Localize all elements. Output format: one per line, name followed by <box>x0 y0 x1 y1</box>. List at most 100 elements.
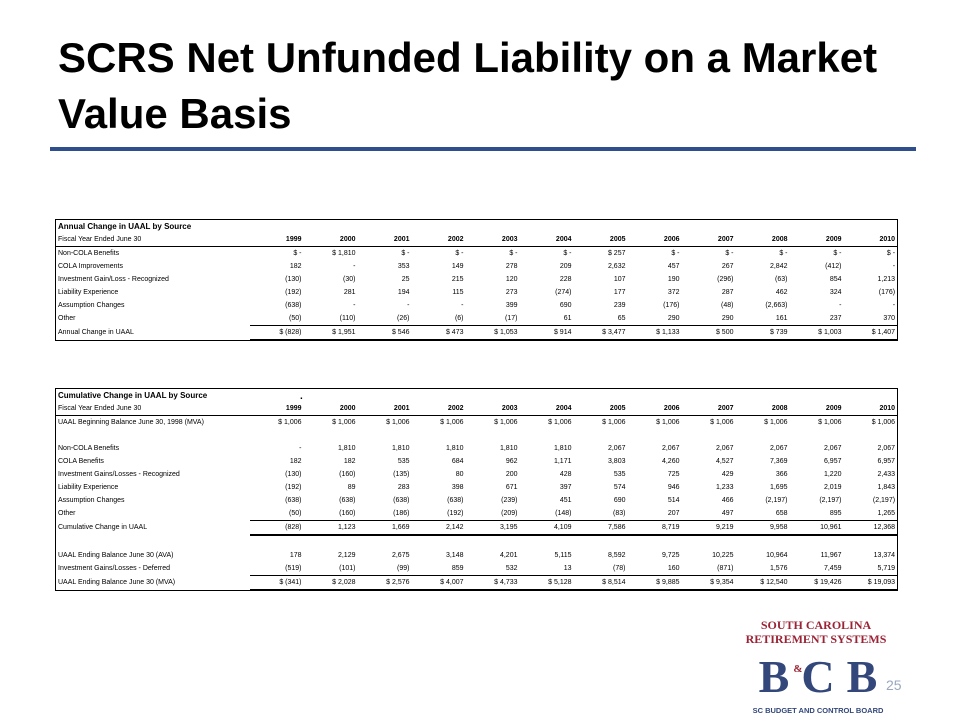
row-value: $ - <box>563 250 572 257</box>
row-value: 466 <box>721 497 734 504</box>
table-row: COLA Benefits 182 182 535 684 962 1,171 3,803 4,… <box>56 455 898 468</box>
page-number: 25 <box>886 677 902 693</box>
row-value: $ 8,514 <box>573 575 628 591</box>
row-value: $ 1,006 <box>278 419 302 426</box>
row-value: (130) <box>285 471 302 478</box>
year-header: 2001 <box>357 402 412 416</box>
row-value: 10,225 <box>712 552 734 559</box>
row-value: 1,123 <box>303 520 358 536</box>
row-value: $ 257 <box>607 250 626 257</box>
row-label: Investment Gain/Loss - Recognized <box>58 276 169 283</box>
row-value: (274) <box>555 289 572 296</box>
year-header: 2003 <box>465 233 520 247</box>
row-value: 497 <box>721 510 734 517</box>
row-value: 8,719 <box>627 520 682 536</box>
year-header: 2010 <box>843 402 898 416</box>
row-value: 2,433 <box>877 471 896 478</box>
row-value: 177 <box>613 289 626 296</box>
row-value: 372 <box>667 289 680 296</box>
row-value: $ 546 <box>357 325 412 341</box>
row-value: 1,843 <box>877 484 896 491</box>
row-value: 25 <box>401 276 410 283</box>
row-value: (101) <box>339 565 356 572</box>
row-value: 290 <box>721 315 734 322</box>
table-row: Assumption Changes (638) - - - 399 690 239 (176)… <box>56 299 898 312</box>
row-value: - <box>353 302 356 309</box>
row-value: $ 3,477 <box>573 325 628 341</box>
row-value: 690 <box>559 302 572 309</box>
row-value: $ 1,006 <box>332 419 356 426</box>
row-value: $ 1,053 <box>465 325 520 341</box>
row-value: (135) <box>393 471 410 478</box>
row-label: Assumption Changes <box>58 497 125 504</box>
row-value: (412) <box>825 263 842 270</box>
row-value: 457 <box>667 263 680 270</box>
row-value: - <box>892 302 896 309</box>
row-value: 194 <box>397 289 410 296</box>
row-value: (176) <box>878 289 896 296</box>
year-header: 2007 <box>681 233 736 247</box>
row-value: (2,197) <box>819 497 842 504</box>
row-value: $ (828) <box>249 325 304 341</box>
year-header: 2002 <box>411 402 466 416</box>
row-value: 11,967 <box>820 552 842 559</box>
row-value: (638) <box>393 497 410 504</box>
row-label: UAAL Ending Balance June 30 (AVA) <box>58 552 174 559</box>
year-header: 2008 <box>735 233 790 247</box>
year-header-row: Fiscal Year Ended June 30 1999 2000 2001 200… <box>55 233 898 247</box>
row-value: $ 19,093 <box>843 575 898 591</box>
row-value: $ 9,354 <box>681 575 736 591</box>
row-value: - <box>892 263 896 270</box>
row-value: $ 1,006 <box>548 419 572 426</box>
row-value: 428 <box>559 471 572 478</box>
row-value: $ - <box>779 250 788 257</box>
table-row: Other (50) (160) (186) (192) (209) (148) (83) 20… <box>56 507 898 521</box>
row-value: 9,725 <box>661 552 680 559</box>
row-value: $ 1,006 <box>764 419 788 426</box>
row-value: 451 <box>559 497 572 504</box>
row-value: - <box>407 302 410 309</box>
row-value: 13,374 <box>873 552 896 559</box>
row-label: Investment Gains/Losses - Deferred <box>58 565 171 573</box>
row-value: 107 <box>613 276 626 283</box>
row-value: (209) <box>501 510 518 517</box>
row-label: Cumulative Change in UAAL <box>58 524 148 532</box>
row-value: 2,019 <box>823 484 842 491</box>
row-value: 398 <box>451 484 464 491</box>
row-value: $ 2,576 <box>357 575 412 591</box>
table-row: Cumulative Change in UAAL (828) 1,123 1,669… <box>56 520 898 536</box>
table-row: Non-COLA Benefits - 1,810 1,810 1,810 1,810 1,… <box>56 442 898 455</box>
table-row: Liability Experience (192) 281 194 115 273 (27… <box>56 286 898 299</box>
row-value: (871) <box>717 565 734 572</box>
row-value: 182 <box>289 458 302 465</box>
row-value: 80 <box>455 471 464 478</box>
row-value: (50) <box>289 510 302 517</box>
row-value: 684 <box>451 458 464 465</box>
row-value: (99) <box>397 565 410 572</box>
logo-line1: SOUTH CAROLINA <box>761 618 872 632</box>
row-value: 1,265 <box>877 510 896 517</box>
row-value: 9,958 <box>735 520 790 536</box>
row-value: $ 1,006 <box>494 419 518 426</box>
row-value: 278 <box>505 263 518 270</box>
row-value: 12,368 <box>843 520 898 536</box>
row-value: $ 19,426 <box>789 575 844 591</box>
annual-table-title-text: Annual Change in UAAL by Source <box>58 222 192 231</box>
annual-table-title: Annual Change in UAAL by Source <box>56 220 898 234</box>
row-value: 215 <box>451 276 464 283</box>
row-value: 946 <box>667 484 680 491</box>
row-value: $ 4,733 <box>465 575 520 591</box>
row-value: 1,810 <box>391 445 410 452</box>
row-value: $ 1,006 <box>710 419 734 426</box>
row-value: 9,219 <box>681 520 736 536</box>
year-header: 2006 <box>627 402 682 416</box>
row-label: Liability Experience <box>58 289 119 296</box>
cumulative-table-title: Cumulative Change in UAAL by Source <box>56 389 898 403</box>
row-value: 574 <box>613 484 626 491</box>
row-value: 290 <box>667 315 680 322</box>
row-value: 115 <box>452 289 464 296</box>
row-value: 237 <box>829 315 842 322</box>
row-value: 207 <box>667 510 680 517</box>
table-row: Investment Gain/Loss - Recognized (130) (3… <box>56 273 898 286</box>
row-value: 6,957 <box>823 458 842 465</box>
